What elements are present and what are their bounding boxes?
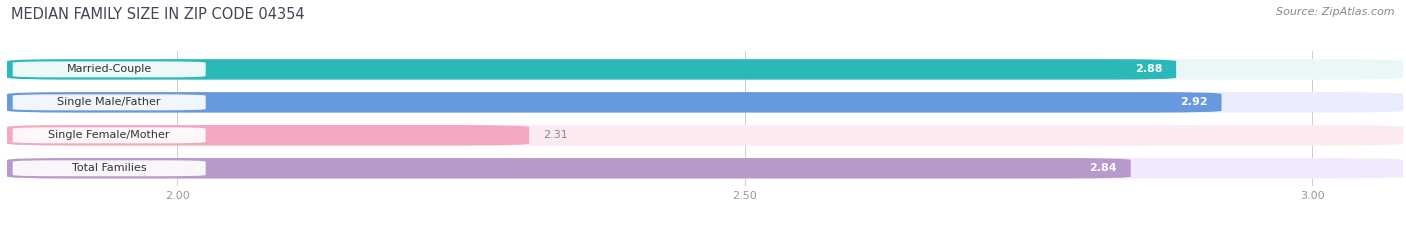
FancyBboxPatch shape [7, 125, 529, 146]
Text: Single Female/Mother: Single Female/Mother [48, 130, 170, 140]
FancyBboxPatch shape [13, 94, 205, 110]
Text: 2.92: 2.92 [1180, 97, 1208, 107]
Text: 2.88: 2.88 [1135, 64, 1163, 74]
FancyBboxPatch shape [7, 59, 1403, 80]
Text: Married-Couple: Married-Couple [66, 64, 152, 74]
FancyBboxPatch shape [7, 59, 1177, 80]
FancyBboxPatch shape [7, 158, 1403, 178]
FancyBboxPatch shape [7, 158, 1130, 178]
FancyBboxPatch shape [7, 125, 1403, 146]
Text: Total Families: Total Families [72, 163, 146, 173]
Text: 2.31: 2.31 [543, 130, 568, 140]
Text: MEDIAN FAMILY SIZE IN ZIP CODE 04354: MEDIAN FAMILY SIZE IN ZIP CODE 04354 [11, 7, 305, 22]
Text: Single Male/Father: Single Male/Father [58, 97, 160, 107]
FancyBboxPatch shape [13, 160, 205, 176]
Text: 2.84: 2.84 [1090, 163, 1118, 173]
FancyBboxPatch shape [13, 127, 205, 143]
FancyBboxPatch shape [7, 92, 1222, 113]
FancyBboxPatch shape [7, 92, 1403, 113]
FancyBboxPatch shape [13, 62, 205, 77]
Text: Source: ZipAtlas.com: Source: ZipAtlas.com [1277, 7, 1395, 17]
